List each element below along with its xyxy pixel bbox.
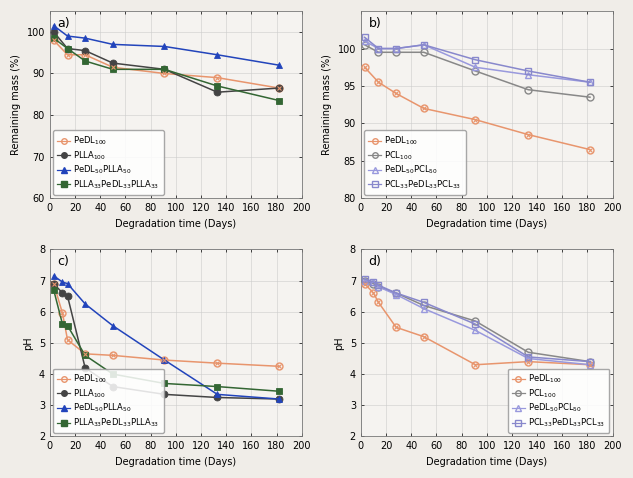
Text: b): b) [368, 17, 381, 30]
Text: c): c) [58, 255, 70, 268]
Legend: PeDL$_{100}$, PLLA$_{100}$, PeDL$_{50}$PLLA$_{50}$, PLLA$_{33}$PeDL$_{33}$PLLA$_: PeDL$_{100}$, PLLA$_{100}$, PeDL$_{50}$P… [53, 130, 164, 195]
Y-axis label: Remaining mass (%): Remaining mass (%) [322, 54, 332, 155]
Text: a): a) [58, 17, 70, 30]
Legend: PeDL$_{100}$, PCL$_{100}$, PeDL$_{50}$PCL$_{50}$, PCL$_{33}$PeDL$_{33}$PCL$_{33}: PeDL$_{100}$, PCL$_{100}$, PeDL$_{50}$PC… [364, 130, 465, 195]
Text: d): d) [368, 255, 381, 268]
Y-axis label: Remaining mass (%): Remaining mass (%) [11, 54, 21, 155]
X-axis label: Degradation time (Days): Degradation time (Days) [115, 218, 236, 228]
Legend: PeDL$_{100}$, PLLA$_{100}$, PeDL$_{50}$PLLA$_{50}$, PLLA$_{33}$PeDL$_{33}$PLLA$_: PeDL$_{100}$, PLLA$_{100}$, PeDL$_{50}$P… [53, 369, 164, 433]
Y-axis label: pH: pH [334, 336, 344, 350]
X-axis label: Degradation time (Days): Degradation time (Days) [426, 457, 548, 467]
Legend: PeDL$_{100}$, PCL$_{100}$, PeDL$_{50}$PCL$_{50}$, PCL$_{33}$PeDL$_{33}$PCL$_{33}: PeDL$_{100}$, PCL$_{100}$, PeDL$_{50}$PC… [508, 369, 610, 433]
X-axis label: Degradation time (Days): Degradation time (Days) [426, 218, 548, 228]
X-axis label: Degradation time (Days): Degradation time (Days) [115, 457, 236, 467]
Y-axis label: pH: pH [23, 336, 34, 350]
